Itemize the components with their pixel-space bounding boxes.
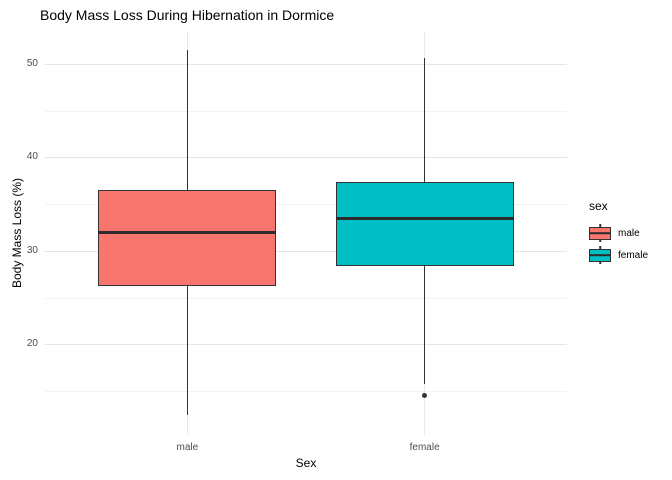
legend-key-female-icon [589,244,611,266]
gridline-minor [45,391,567,393]
legend-label-male: male [618,227,640,239]
boxplot-box-male [98,190,277,287]
whisker-upper-female [423,58,426,182]
chart-title: Body Mass Loss During Hibernation in Dor… [40,7,335,23]
whisker-lower-male [186,286,189,416]
boxplot-box-female [335,181,514,266]
legend-label-female: female [618,249,649,261]
legend-key-median [589,232,611,234]
outlier-point-female [422,393,428,399]
legend-key-median [589,254,611,256]
y-tick-label: 20 [26,338,38,350]
y-tick-label: 40 [26,151,38,163]
legend-title: sex [589,199,608,213]
legend: sex male female [589,199,648,266]
plot-panel [45,32,567,435]
whisker-upper-male [186,49,189,191]
y-tick-label: 50 [26,57,38,69]
x-tick-label-female: female [409,442,440,453]
gridline-major [45,344,567,346]
legend-item-female: female [589,244,648,266]
x-tick-label-male: male [176,442,199,453]
gridline-minor [45,204,567,206]
y-axis-title: Body Mass Loss (%) [10,177,24,289]
median-line-female [335,216,514,220]
legend-item-male: male [589,222,648,244]
gridline-major [45,63,567,65]
gridline-minor [45,297,567,299]
gridline-major [45,250,567,252]
median-line-male [98,230,277,234]
gridline-major [45,157,567,159]
gridline-minor [45,110,567,112]
whisker-lower-female [423,265,426,385]
x-axis-title: Sex [295,456,317,470]
legend-key-male-icon [589,222,611,244]
legend-items: male female [589,222,648,266]
y-tick-label: 30 [26,244,38,256]
